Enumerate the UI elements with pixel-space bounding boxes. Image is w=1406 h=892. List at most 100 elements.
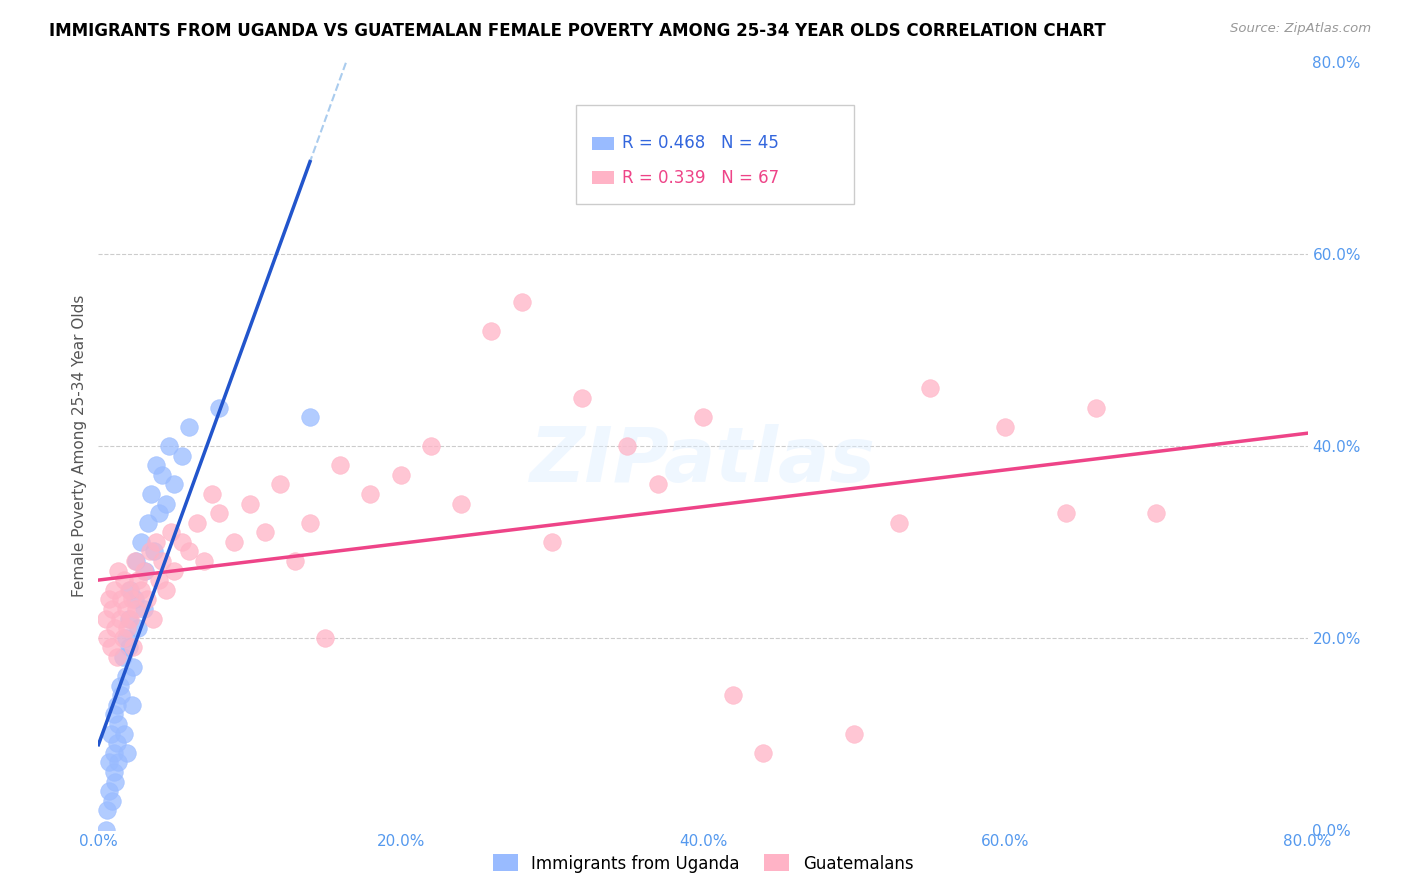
Point [98,784,121,798]
Point [208,401,231,415]
Point [101,794,124,808]
Point [253,525,276,540]
Point [136,516,159,530]
Point [148,574,170,588]
Point [121,698,143,712]
Point [143,544,166,558]
Point [107,564,129,578]
Point [159,439,181,453]
Point [98,592,121,607]
FancyBboxPatch shape [592,170,613,185]
Point [145,458,167,473]
Point [918,382,941,396]
Point [124,592,146,607]
Text: R = 0.339   N = 67: R = 0.339 N = 67 [621,169,779,186]
Point [145,535,167,549]
Point [163,477,186,491]
Point [141,487,163,501]
Point [224,535,246,549]
Point [360,487,382,501]
Point [115,746,138,760]
Point [179,420,201,434]
Y-axis label: Female Poverty Among 25-34 Year Olds: Female Poverty Among 25-34 Year Olds [72,295,87,597]
Point [111,631,134,645]
Point [723,689,745,703]
Point [142,612,165,626]
Point [134,564,156,578]
Point [571,391,593,405]
Point [120,612,142,626]
Point [299,410,322,425]
Text: ZIPatlas: ZIPatlas [530,425,876,499]
Point [129,535,152,549]
Point [114,602,136,616]
Point [844,726,866,740]
Point [112,726,135,740]
Point [107,756,129,770]
Point [118,640,141,655]
Point [389,467,412,482]
Point [208,506,231,520]
Point [118,582,141,597]
Point [94,612,117,626]
Legend: Immigrants from Uganda, Guatemalans: Immigrants from Uganda, Guatemalans [486,847,920,880]
Text: Source: ZipAtlas.com: Source: ZipAtlas.com [1230,22,1371,36]
Point [186,516,208,530]
Point [103,746,125,760]
Point [125,602,148,616]
Point [108,679,131,693]
Point [96,631,118,645]
Point [105,736,128,750]
Text: IMMIGRANTS FROM UGANDA VS GUATEMALAN FEMALE POVERTY AMONG 25-34 YEAR OLDS CORREL: IMMIGRANTS FROM UGANDA VS GUATEMALAN FEM… [49,22,1107,40]
Point [125,554,148,568]
Point [129,582,152,597]
Point [110,592,132,607]
Point [163,564,186,578]
Point [269,477,291,491]
Point [1085,401,1108,415]
Text: R = 0.468   N = 45: R = 0.468 N = 45 [621,135,779,153]
Point [122,659,145,673]
Point [108,612,131,626]
Point [179,544,201,558]
Point [114,669,136,683]
Point [752,746,775,760]
Point [420,439,443,453]
Point [107,717,129,731]
Point [120,582,142,597]
Point [647,477,669,491]
Point [103,765,125,780]
Point [115,621,138,635]
Point [201,487,224,501]
Point [170,535,193,549]
Point [127,621,149,635]
Point [540,535,562,549]
Point [127,574,149,588]
Point [105,649,128,664]
Point [148,506,170,520]
Point [450,496,472,510]
Point [103,707,125,722]
Point [1054,506,1077,520]
Point [121,592,143,607]
Point [118,612,141,626]
Point [1144,506,1167,520]
Point [110,689,132,703]
Point [132,602,155,616]
Point [155,496,177,510]
Point [111,649,134,664]
Point [100,726,122,740]
Point [299,516,322,530]
Point [98,756,121,770]
Point [104,774,127,789]
Point [150,467,173,482]
Point [616,439,638,453]
Point [692,410,714,425]
Point [103,582,125,597]
FancyBboxPatch shape [592,136,613,151]
Point [94,822,117,837]
Point [150,554,173,568]
Point [314,631,336,645]
Point [139,544,162,558]
Point [132,564,155,578]
